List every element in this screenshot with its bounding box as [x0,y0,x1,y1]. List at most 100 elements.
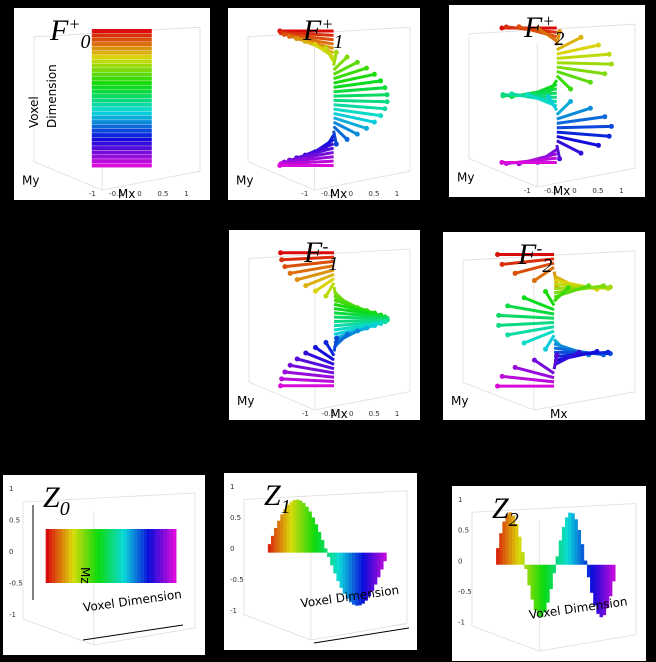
label-sup: + [68,14,80,34]
vector [557,141,581,153]
vector-head [323,340,328,345]
vector-head [596,143,601,148]
vector-head [601,283,606,288]
tick-label: 1 [458,496,462,504]
vector-head [543,347,548,352]
vector-head [378,78,383,83]
vector [557,101,571,114]
vector-head [522,340,527,345]
vector [92,124,152,128]
vector-head [496,323,501,328]
vector [92,81,152,85]
vector [92,72,152,76]
label-sub: 2 [509,509,519,531]
tick-label: 0.5 [368,190,379,198]
label-base: Z [492,492,509,525]
vector-head [496,313,501,318]
vector-head [372,120,377,125]
vector-head [532,358,537,363]
vector [92,68,152,72]
label-sub: 1 [281,496,291,518]
tick-label: 1 [395,410,399,418]
vector-head [334,142,339,147]
vector-head [345,55,350,60]
panel-label: Z1 [264,479,291,518]
tick-label: 0 [572,187,576,195]
tick-label: -1 [89,190,96,198]
vector [92,103,152,107]
vector [92,59,152,63]
vector-head [568,99,573,104]
grid-line [472,626,539,651]
vector [557,126,612,127]
panel: F-2MyMx [443,232,645,420]
grid-line [23,619,94,645]
tick-label: -1 [230,607,237,615]
tick-label: -0.5 [230,576,244,584]
vector-head [288,363,293,368]
figure: F+0-1-0.500.51MyMxVoxelDimensionF+1-1-0.… [0,0,656,662]
vector-head [364,126,369,131]
vector-head [557,156,562,161]
vector-head [578,35,583,40]
vector-head [345,137,350,142]
vector-head [602,114,607,119]
tick-label: 0 [458,557,462,565]
vector [92,90,152,94]
side-label: Voxel [27,96,41,128]
grid-line [102,171,200,190]
vector-head [504,24,509,29]
vector [92,159,152,163]
vector-head [295,277,300,282]
vector [557,63,612,64]
vector-head [499,26,504,31]
vector-head [586,283,591,288]
tick-label: 1 [184,190,188,198]
tick-label: 1 [395,190,399,198]
vector [92,133,152,137]
panel: Z210.50-0.5-1Voxel Dimension [452,486,646,661]
vector [502,376,554,382]
tick-label: 0.5 [157,190,168,198]
vector-head [277,163,282,168]
tick-label: -1 [458,619,465,627]
side-label: Dimension [45,64,59,128]
vector-head [355,132,360,137]
vector-head [378,113,383,118]
vector [92,155,152,159]
vector-head [568,87,573,92]
vector [92,85,152,89]
vector-head [313,289,318,294]
vector [92,142,152,146]
vector-head [303,283,308,288]
vector [92,64,152,68]
vector-head [295,356,300,361]
vector-head [607,52,612,57]
vector [334,88,385,92]
tick-label: 0 [349,190,353,198]
vector-head [385,92,390,97]
vector [92,94,152,98]
vector-head [532,278,537,283]
vector-head [588,106,593,111]
label-sub: 1 [333,31,343,53]
vector [92,137,152,141]
label-sup: + [321,14,333,34]
vector-head [499,160,504,165]
vector-head [385,99,390,104]
grid-line [314,171,410,190]
tick-label: 0 [349,410,353,418]
label-base: Z [264,479,281,512]
panel-label: F+2 [523,11,564,50]
vector [499,322,554,325]
vector-head [372,323,377,328]
arrow [314,628,409,643]
vector-head [287,34,292,39]
tick-label: -1 [9,611,16,619]
vector-head [554,353,559,358]
vector [92,38,152,42]
label-sub: 2 [554,28,564,50]
vector-head [566,285,571,290]
